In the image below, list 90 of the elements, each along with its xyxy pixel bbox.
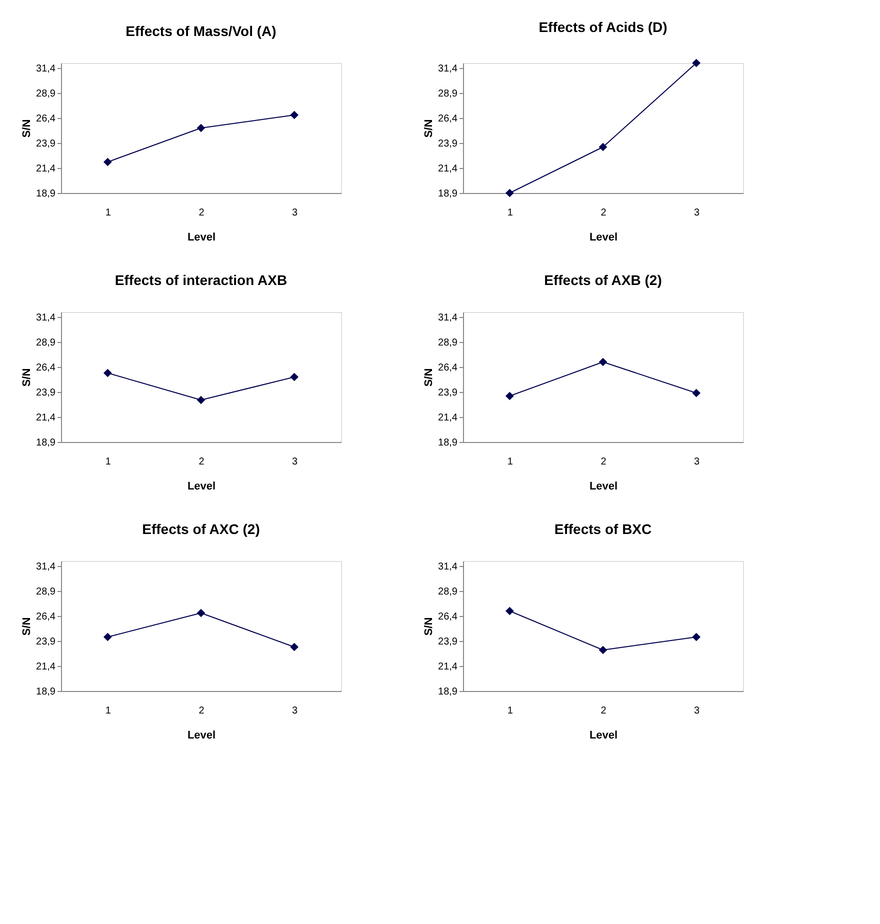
chart-title: Effects of BXC <box>554 521 652 537</box>
y-tick-label: 26,4 <box>438 362 458 374</box>
y-tick-label: 18,9 <box>36 188 56 200</box>
x-tick-label: 1 <box>105 706 112 716</box>
y-axis-title: S/N <box>423 617 436 636</box>
x-axis-title: Level <box>589 730 618 742</box>
y-tick-label: 21,4 <box>438 662 458 672</box>
y-tick-label: 26,4 <box>36 362 56 374</box>
y-tick-label: 31,4 <box>36 64 56 74</box>
y-tick-label: 26,4 <box>36 114 56 124</box>
y-tick-label: 31,4 <box>438 64 458 74</box>
y-tick-label: 21,4 <box>438 412 458 424</box>
point <box>505 392 514 400</box>
x-tick-label: 1 <box>507 706 514 716</box>
y-tick-label: 31,4 <box>36 312 56 324</box>
point <box>103 632 112 642</box>
y-tick-label: 23,9 <box>36 388 56 398</box>
y-axis-title: S/N <box>21 119 34 138</box>
point <box>196 396 206 404</box>
y-tick-label: 18,9 <box>36 686 56 698</box>
point <box>290 372 299 382</box>
point <box>505 606 514 616</box>
x-tick-label: 2 <box>600 456 607 468</box>
y-tick-label: 23,9 <box>438 138 458 150</box>
x-tick-label: 3 <box>694 706 700 716</box>
y-tick-label: 28,9 <box>438 88 458 100</box>
y-tick-label: 26,4 <box>438 114 458 124</box>
x-tick-label: 3 <box>292 208 298 218</box>
point <box>692 58 701 68</box>
y-tick-label: 18,9 <box>438 188 458 200</box>
y-tick-label: 28,9 <box>36 88 56 100</box>
chart-title: Effects of AXC (2) <box>142 521 260 537</box>
y-tick-label: 18,9 <box>36 438 56 448</box>
x-axis-title: Level <box>187 730 216 742</box>
y-tick-label: 23,9 <box>36 636 56 648</box>
chart-title: Effects of AXB (2) <box>544 272 662 288</box>
y-tick-label: 18,9 <box>438 686 458 698</box>
point <box>103 368 112 378</box>
x-tick-label: 1 <box>507 456 514 468</box>
x-tick-label: 1 <box>507 208 514 218</box>
y-axis-title: S/N <box>423 368 436 387</box>
point <box>692 632 701 642</box>
y-tick-label: 28,9 <box>36 586 56 598</box>
x-tick-label: 1 <box>105 208 112 218</box>
y-tick-label: 31,4 <box>438 562 458 572</box>
y-tick-label: 21,4 <box>36 662 56 672</box>
y-tick-label: 23,9 <box>36 138 56 150</box>
y-tick-label: 23,9 <box>438 388 458 398</box>
x-tick-label: 2 <box>600 208 607 218</box>
point <box>692 388 701 398</box>
x-axis-title: Level <box>589 480 618 492</box>
y-tick-label: 31,4 <box>36 562 56 572</box>
x-axis-title: Level <box>187 232 216 244</box>
point <box>290 110 299 120</box>
y-tick-label: 21,4 <box>36 164 56 174</box>
x-tick-label: 3 <box>292 706 298 716</box>
x-tick-label: 3 <box>694 208 700 218</box>
y-tick-label: 18,9 <box>438 438 458 448</box>
y-axis-title: S/N <box>21 368 34 387</box>
point <box>103 158 112 166</box>
x-tick-label: 2 <box>600 706 607 716</box>
x-tick-label: 3 <box>292 456 298 468</box>
y-tick-label: 21,4 <box>438 164 458 174</box>
point <box>196 124 206 132</box>
x-tick-label: 2 <box>198 456 205 468</box>
y-tick-label: 26,4 <box>36 612 56 622</box>
y-tick-label: 26,4 <box>438 612 458 622</box>
chart-title: Effects of interaction AXB <box>114 272 288 288</box>
y-tick-label: 21,4 <box>36 412 56 424</box>
point <box>290 642 299 652</box>
point <box>598 358 608 366</box>
point <box>505 188 514 198</box>
y-tick-label: 31,4 <box>438 312 458 324</box>
x-tick-label: 2 <box>198 706 205 716</box>
x-tick-label: 3 <box>694 456 700 468</box>
point <box>196 608 206 618</box>
point <box>598 142 608 152</box>
y-tick-label: 28,9 <box>438 338 458 348</box>
x-tick-label: 1 <box>105 456 112 468</box>
x-tick-label: 2 <box>198 208 205 218</box>
y-axis-title: S/N <box>423 119 436 138</box>
y-tick-label: 28,9 <box>36 338 56 348</box>
x-axis-title: Level <box>187 480 216 492</box>
point <box>598 646 608 654</box>
x-axis-title: Level <box>589 232 618 244</box>
chart-title: Effects of Mass/Vol (A) <box>126 23 276 39</box>
chart-title: Effects of Acids (D) <box>538 18 668 35</box>
y-axis-title: S/N <box>21 617 34 636</box>
y-tick-label: 28,9 <box>438 586 458 598</box>
y-tick-label: 23,9 <box>438 636 458 648</box>
